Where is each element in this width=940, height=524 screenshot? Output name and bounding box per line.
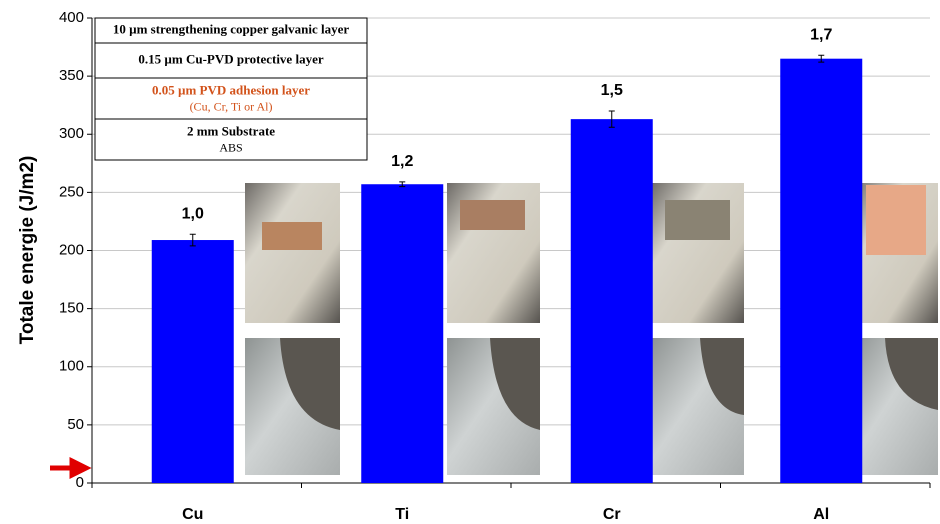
value-label: 1,7 [810,26,832,43]
layer-text: 0.15 µm Cu-PVD protective layer [138,51,323,66]
photo-detail [866,185,926,255]
layer-text: 2 mm Substrate [187,124,275,139]
y-tick-label: 150 [59,300,84,317]
x-tick-label: Cr [603,506,621,523]
y-tick-label: 250 [59,183,84,200]
value-label: 1,5 [601,82,623,99]
bar [780,59,862,483]
y-tick-label: 300 [59,125,84,142]
value-label: 1,0 [182,205,204,222]
bar [361,184,443,483]
photo-detail [460,200,525,230]
page: Totale energie (J/m2) 0 50 100 150 200 250 300… [0,0,940,524]
bar [571,119,653,483]
y-axis-label: Totale energie (J/m2) [17,156,38,345]
y-tick-label: 400 [59,9,84,26]
photo-detail [665,200,730,240]
chart: Totale energie (J/m2) 0 50 100 150 200 250 300… [0,0,940,524]
layer-text: 10 µm strengthening copper galvanic laye… [113,21,350,36]
layer-text: ABS [219,140,242,154]
x-tick-label: Al [813,506,829,523]
y-tick-label: 200 [59,241,84,258]
photo-detail [262,222,322,250]
y-tick-label: 100 [59,358,84,375]
photo [245,183,340,323]
bar [152,240,234,483]
value-label: 1,2 [391,153,413,170]
layer-text: 0.05 µm PVD adhesion layer [152,83,310,98]
layer-text: (Cu, Cr, Ti or Al) [190,99,273,113]
x-tick-label: Cu [182,506,203,523]
y-tick-label: 50 [67,416,84,433]
y-tick-label: 350 [59,67,84,84]
y-tick-label: 0 [76,474,84,491]
x-tick-label: Ti [395,506,409,523]
arrow [50,461,86,475]
